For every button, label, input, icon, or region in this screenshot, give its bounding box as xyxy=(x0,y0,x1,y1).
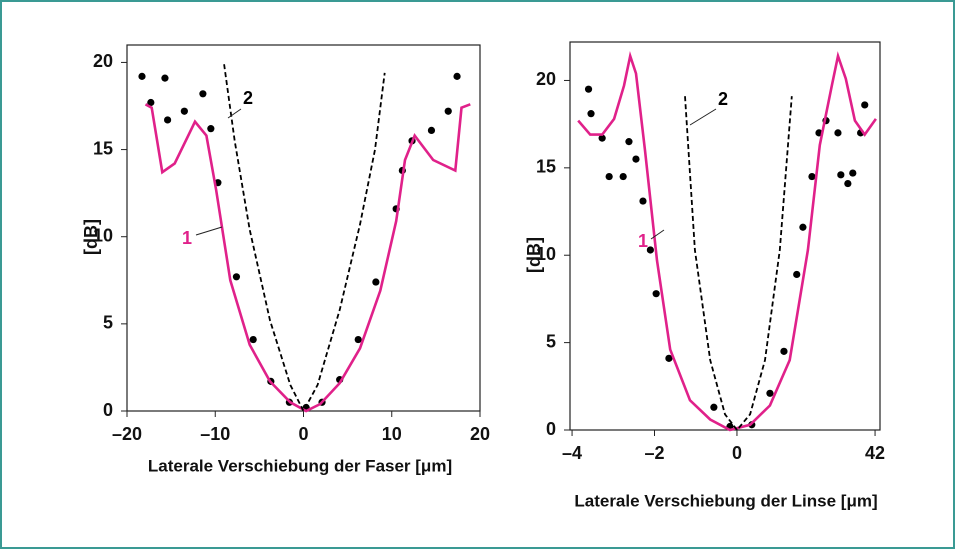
curve-label: 2 xyxy=(718,89,728,109)
data-point xyxy=(766,389,774,397)
data-point xyxy=(147,98,155,107)
data-point xyxy=(844,179,852,188)
data-point xyxy=(207,125,215,133)
data-point xyxy=(163,116,172,124)
x-tick-label: 42 xyxy=(865,443,885,463)
x-tick-label: –20 xyxy=(112,424,142,444)
curve xyxy=(223,64,386,413)
data-point xyxy=(625,138,633,146)
data-point xyxy=(861,101,869,109)
x-tick-label: –2 xyxy=(644,443,664,463)
data-point xyxy=(710,403,718,411)
data-point xyxy=(584,85,593,93)
leader-line xyxy=(650,229,665,240)
y-tick-label: 20 xyxy=(93,51,113,71)
data-point xyxy=(444,107,452,115)
data-point xyxy=(793,270,801,279)
leader-line xyxy=(689,108,717,126)
x-axis-label: Laterale Verschiebung der Faser [μm] xyxy=(148,456,452,475)
x-tick-label: –10 xyxy=(200,424,230,444)
data-point xyxy=(837,171,845,179)
data-point xyxy=(453,72,461,80)
y-tick-label: 15 xyxy=(536,157,556,177)
y-tick-label: 10 xyxy=(93,225,113,245)
x-tick-label: –4 xyxy=(562,443,582,463)
leader-line xyxy=(195,226,223,236)
data-point xyxy=(605,172,613,181)
y-axis-label: [dB] xyxy=(81,219,101,255)
data-point xyxy=(808,172,816,181)
x-axis-label: Laterale Verschiebung der Linse [μm] xyxy=(574,491,877,510)
data-point xyxy=(161,74,169,82)
curve xyxy=(144,103,471,413)
data-point xyxy=(799,223,807,231)
y-tick-label: 0 xyxy=(103,400,113,420)
plot-frame xyxy=(569,41,881,431)
data-point xyxy=(619,172,627,181)
x-tick-label: 10 xyxy=(382,424,402,444)
data-point xyxy=(646,246,654,254)
y-tick-label: 0 xyxy=(546,419,556,439)
y-tick-label: 5 xyxy=(103,313,113,333)
curve-label: 1 xyxy=(638,231,648,251)
y-tick-label: 10 xyxy=(536,244,556,264)
curve xyxy=(684,96,793,432)
data-point xyxy=(834,129,842,137)
data-point xyxy=(199,90,207,98)
x-tick-label: 0 xyxy=(298,424,308,444)
y-tick-label: 20 xyxy=(536,69,556,89)
curve-label: 1 xyxy=(182,228,192,248)
x-tick-label: 20 xyxy=(470,424,490,444)
data-point xyxy=(598,134,606,142)
leader-line xyxy=(227,108,242,119)
y-tick-label: 15 xyxy=(93,138,113,158)
data-point xyxy=(427,126,436,134)
data-point xyxy=(180,107,188,115)
data-point xyxy=(587,110,595,118)
data-point xyxy=(780,347,788,355)
data-point xyxy=(665,354,673,362)
data-point xyxy=(249,335,257,344)
data-point xyxy=(232,273,241,281)
y-axis-label: [dB] xyxy=(524,237,544,273)
x-tick-label: 0 xyxy=(732,443,742,463)
y-tick-label: 5 xyxy=(546,331,556,351)
curve xyxy=(577,51,877,432)
data-point xyxy=(849,169,857,177)
data-point xyxy=(354,335,362,344)
data-point xyxy=(652,290,660,298)
data-point xyxy=(639,197,647,205)
plot-frame xyxy=(126,44,481,412)
plot: 0 5 10 15 20 –4 –2 0 42 Laterale Verschiebung der… xyxy=(524,41,885,510)
plot: 0 5 10 15 20 –20 –10 0 10 20 Laterale Verschiebung… xyxy=(81,44,490,475)
curve-label: 2 xyxy=(243,88,253,108)
data-point xyxy=(372,278,380,286)
data-point xyxy=(138,72,146,80)
data-point xyxy=(632,155,640,163)
